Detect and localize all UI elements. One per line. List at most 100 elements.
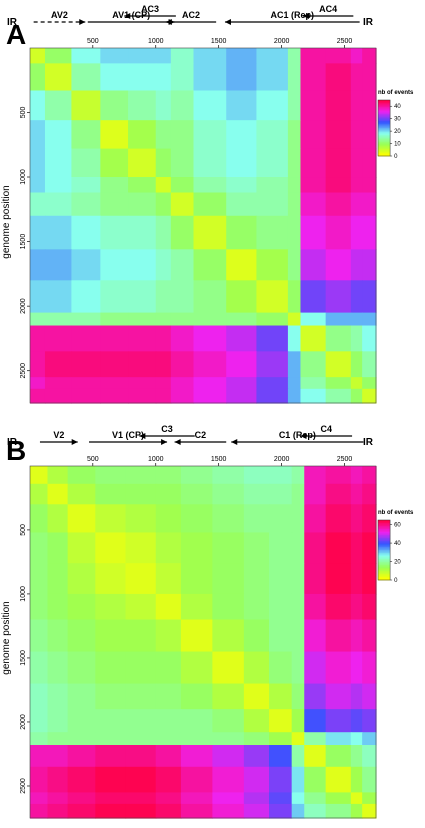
heatmap-cell <box>212 532 245 564</box>
heatmap-cell <box>67 732 96 746</box>
heatmap-cell <box>67 803 96 819</box>
legend-color-step <box>378 572 391 575</box>
heatmap-cell <box>30 215 46 250</box>
heatmap-cell <box>30 651 49 685</box>
heatmap-cell <box>243 483 270 505</box>
heatmap-cell <box>30 593 49 621</box>
legend-color-step <box>378 524 391 527</box>
heatmap-cell <box>71 249 101 281</box>
heatmap-cell <box>243 651 270 685</box>
heatmap-cell <box>155 192 172 217</box>
heatmap-cell <box>212 483 245 505</box>
heatmap-cell <box>67 483 96 505</box>
heatmap-cell <box>95 532 127 564</box>
heatmap-cell <box>95 745 127 768</box>
heatmap-cell <box>287 351 302 378</box>
panel-a: A IR AV2 AV1 (CP)AC3 AC2 AC1 (Rep) AC4 IR 500 1… <box>1 4 414 404</box>
x-tick-label: 1500 <box>211 38 227 45</box>
legend-color-bar <box>377 99 391 157</box>
heatmap-cell <box>71 90 101 121</box>
heatmap-cell <box>325 63 352 92</box>
heatmap-cell <box>180 732 213 746</box>
gene-label: C4 <box>321 424 333 434</box>
heatmap-cell <box>128 63 157 92</box>
heatmap-cell <box>71 325 101 352</box>
heatmap-cell <box>170 215 195 250</box>
heatmap-cell <box>291 593 305 621</box>
legend-color-step <box>378 126 391 129</box>
heatmap-cell <box>128 351 157 378</box>
heatmap-cell <box>125 532 157 564</box>
heatmap-cell <box>67 532 96 564</box>
legend-color-step <box>378 146 391 148</box>
heatmap-cell <box>180 803 213 819</box>
heatmap-cell <box>350 177 363 194</box>
heatmap-cell <box>226 388 258 404</box>
legend-color-step <box>378 551 391 554</box>
heatmap-cell <box>300 249 327 281</box>
heatmap-cell <box>125 683 157 710</box>
heatmap-cell <box>100 249 129 281</box>
heatmap-cell <box>95 651 127 685</box>
heatmap-cell <box>67 651 96 685</box>
heatmap-cell <box>325 619 352 653</box>
legend-color-step <box>378 536 391 539</box>
y-tick-label: 2500 <box>20 363 27 379</box>
heatmap-cell <box>300 280 327 314</box>
gene-label: AC2 <box>182 10 200 20</box>
heatmap-cell <box>30 803 49 819</box>
heatmap-cell <box>193 48 227 64</box>
legend-color-step <box>378 107 391 109</box>
heatmap-cell <box>362 563 377 595</box>
heatmap-cell <box>325 377 352 390</box>
heatmap-cell <box>67 709 96 733</box>
x-tick-label: 500 <box>87 38 99 45</box>
legend-color-step <box>378 129 391 132</box>
legend-color-step <box>378 128 391 130</box>
legend-color-step <box>378 542 391 545</box>
heatmap-cell <box>67 563 96 595</box>
heatmap-cell <box>304 593 327 621</box>
heatmap-cell <box>71 48 101 64</box>
heatmap-cell <box>269 732 293 746</box>
legend-color-step <box>378 575 391 578</box>
heatmap-cell <box>304 745 327 768</box>
heatmap-cell <box>304 766 327 793</box>
heatmap-cell <box>128 249 157 281</box>
heatmap-cell <box>170 177 195 194</box>
heatmap-cell <box>304 683 327 710</box>
legend-color-step <box>378 556 391 558</box>
heatmap-cell <box>325 593 352 621</box>
heatmap-cell <box>350 192 363 217</box>
heatmap-cell <box>125 619 157 653</box>
heatmap-cell <box>256 90 289 121</box>
heatmap-cell <box>95 766 127 793</box>
gene-label: AC4 <box>319 4 337 14</box>
heatmap-cell <box>325 249 352 281</box>
gene-arrow-head <box>300 433 307 439</box>
heatmap-cell <box>128 90 157 121</box>
heatmap-cell <box>44 48 73 64</box>
heatmap-cell <box>155 803 182 819</box>
heatmap-cell <box>100 280 129 314</box>
heatmap-cell <box>170 63 195 92</box>
heatmap-cell <box>212 619 245 653</box>
heatmap-cell <box>67 745 96 768</box>
heatmap-cell <box>193 325 227 352</box>
legend-frame <box>377 519 391 581</box>
heatmap-cell <box>155 532 182 564</box>
heatmap-cell <box>243 563 270 595</box>
legend-color-step <box>378 562 391 564</box>
heatmap-cell <box>243 803 270 819</box>
heatmap-cell <box>170 388 195 404</box>
legend-color-step <box>378 135 391 137</box>
y-tick-label: 1000 <box>20 169 27 185</box>
heatmap-cell <box>325 803 352 819</box>
gene-arrow-head <box>139 433 146 439</box>
heatmap-cell <box>125 563 157 595</box>
legend-color-step <box>378 557 391 560</box>
x-tick-label: 500 <box>87 456 99 463</box>
heatmap-cell <box>269 709 293 733</box>
heatmap-cell <box>269 593 293 621</box>
heatmap-cell <box>30 563 49 595</box>
